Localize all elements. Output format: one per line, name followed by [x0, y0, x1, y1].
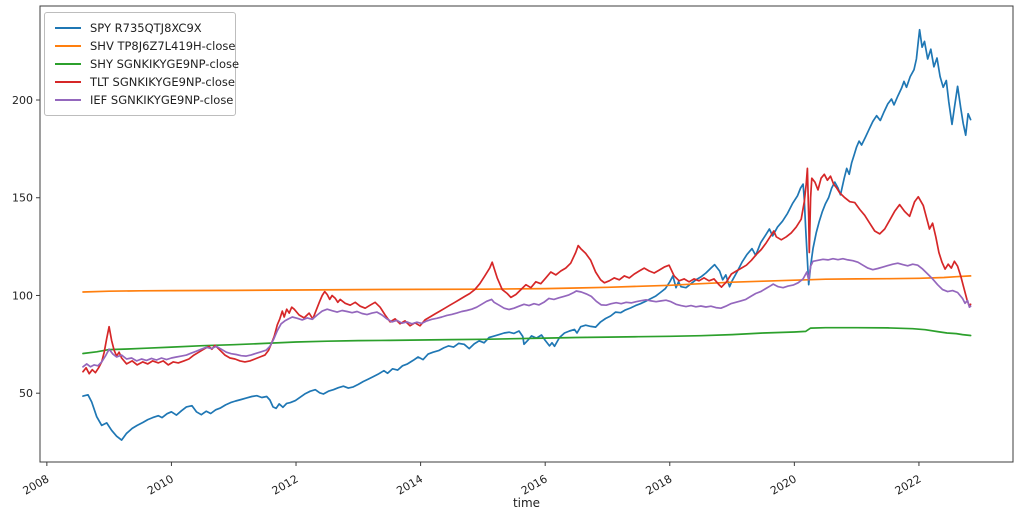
legend-item: IEF SGNKIKYGE9NP-close: [55, 91, 233, 109]
legend-line-swatch: [55, 27, 81, 29]
x-tick-label: 2016: [519, 472, 550, 497]
legend-label: SPY R735QTJ8XC9X: [90, 21, 202, 35]
y-tick-label: 50: [19, 387, 33, 400]
x-tick-label: 2014: [394, 472, 425, 497]
series-line-spy: [82, 28, 972, 441]
x-axis-label: time: [512, 496, 541, 510]
x-tick-label: 2008: [21, 472, 52, 497]
legend-item: SPY R735QTJ8XC9X: [55, 19, 227, 37]
series-line-shv: [82, 275, 972, 293]
legend-line-swatch: [55, 45, 81, 47]
legend-label: IEF SGNKIKYGE9NP-close: [90, 93, 234, 107]
legend-line-swatch: [55, 63, 81, 65]
series-line-tlt: [82, 167, 972, 375]
y-tick-label: 200: [12, 94, 33, 107]
legend-line-swatch: [55, 99, 81, 101]
legend-item: SHV TP8J6Z7L419H-close: [55, 37, 235, 55]
legend-line-swatch: [55, 81, 81, 83]
series-line-shy: [82, 326, 972, 355]
legend-item: TLT SGNKIKYGE9NP-close: [55, 73, 235, 91]
y-tick-label: 100: [12, 289, 33, 302]
y-tick-label: 150: [12, 192, 33, 205]
x-tick-label: 2018: [644, 472, 675, 497]
x-tick-label: 2020: [768, 472, 799, 497]
legend: SPY R735QTJ8XC9X SHV TP8J6Z7L419H-close …: [44, 12, 239, 116]
legend-label: SHV TP8J6Z7L419H-close: [90, 39, 236, 53]
legend-label: SHY SGNKIKYGE9NP-close: [90, 57, 240, 71]
x-tick-label: 2012: [270, 472, 301, 497]
legend-label: TLT SGNKIKYGE9NP-close: [90, 75, 235, 89]
plot-frame: [39, 5, 1014, 463]
series-line-ief: [82, 257, 972, 368]
x-tick-label: 2010: [145, 472, 176, 497]
x-tick-label: 2022: [893, 472, 924, 497]
legend-item: SHY SGNKIKYGE9NP-close: [55, 55, 239, 73]
